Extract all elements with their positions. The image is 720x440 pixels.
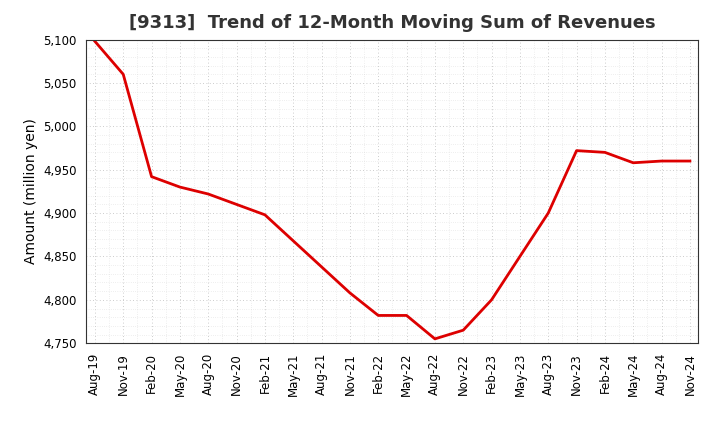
Title: [9313]  Trend of 12-Month Moving Sum of Revenues: [9313] Trend of 12-Month Moving Sum of R… [129, 15, 656, 33]
Y-axis label: Amount (million yen): Amount (million yen) [24, 118, 37, 264]
